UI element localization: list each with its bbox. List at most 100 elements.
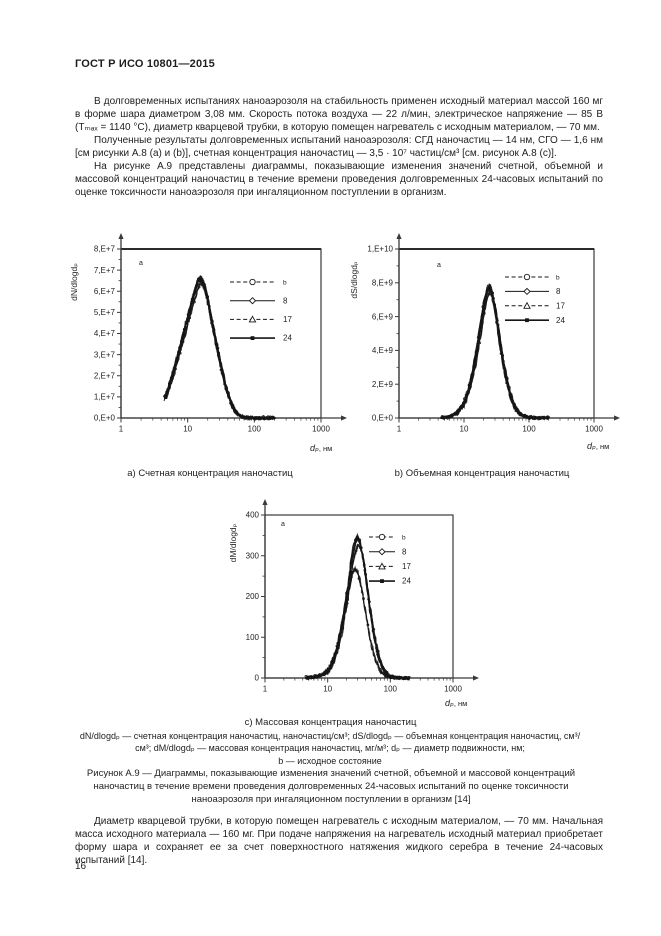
y-tick-label: 4,E+7 bbox=[94, 329, 116, 338]
y-axis-label: dN/dlogdₚ bbox=[69, 263, 79, 301]
y-tick-label: 8,E+9 bbox=[372, 279, 394, 288]
series-band-24 bbox=[305, 536, 410, 680]
series-point-b bbox=[366, 623, 370, 627]
series-point-24 bbox=[515, 408, 519, 412]
inplot-letter: a bbox=[437, 262, 441, 269]
page-number: 16 bbox=[75, 861, 87, 872]
y-tick-label: 7,E+7 bbox=[94, 266, 116, 275]
series-point-24 bbox=[231, 403, 235, 407]
legend-label: 24 bbox=[556, 316, 565, 325]
series-point-24 bbox=[236, 412, 239, 415]
series-point-24 bbox=[212, 328, 216, 332]
y-tick-label: 0,E+0 bbox=[94, 414, 116, 423]
series-point-24 bbox=[442, 417, 446, 420]
series-point-24 bbox=[529, 414, 533, 418]
x-tick-label: 1000 bbox=[444, 685, 462, 694]
legend-label: b bbox=[402, 535, 406, 542]
legend-label: 17 bbox=[402, 562, 411, 571]
legend-marker-diamond-icon bbox=[523, 287, 531, 296]
caption-chart-b: b) Объемная концентрация наночастиц bbox=[394, 468, 570, 479]
caption-chart-a: a) Счетная концентрация наночастиц bbox=[127, 468, 293, 479]
chart-mass-concentration: 0 100 200 300 400 1 10 100 1000 a dM/dlogdₚ dₚ, нм b… bbox=[185, 497, 487, 715]
legend-label: 8 bbox=[402, 547, 407, 556]
series-point-24 bbox=[320, 673, 323, 677]
series-band-b bbox=[305, 567, 410, 681]
paragraph-1: В долговременных испытаниях наноаэрозоля… bbox=[75, 96, 603, 133]
series-point-24 bbox=[390, 674, 394, 678]
series-point-24 bbox=[492, 302, 496, 306]
series-point-24 bbox=[174, 361, 178, 365]
x-tick-label: 1000 bbox=[312, 425, 330, 434]
chart-volume-concentration: 0,E+0 2,E+9 4,E+9 6,E+9 8,E+9 1,E+10 1 10 100 100… bbox=[345, 230, 627, 462]
y-tick-label: 400 bbox=[246, 511, 260, 520]
series-point-24 bbox=[333, 653, 337, 657]
series-point-24 bbox=[217, 351, 221, 355]
y-tick-label: 2,E+9 bbox=[372, 380, 394, 389]
series-point-24 bbox=[451, 413, 455, 417]
series-point-24 bbox=[399, 675, 403, 679]
series-point-24 bbox=[324, 670, 328, 674]
y-tick-label: 2,E+7 bbox=[94, 371, 116, 380]
series-point-24 bbox=[395, 677, 399, 680]
series-point-24 bbox=[479, 329, 482, 332]
chart-count-concentration: 0,E+0 1,E+7 2,E+7 3,E+7 4,E+7 5,E+7 6,E+7 7,E+7… bbox=[68, 230, 350, 462]
legend-label: 8 bbox=[283, 296, 288, 305]
series-point-24 bbox=[502, 360, 505, 363]
y-tick-label: 300 bbox=[246, 551, 260, 560]
series-point-24 bbox=[255, 416, 258, 419]
x-tick-label: 10 bbox=[183, 425, 192, 434]
paragraph-3: На рисунке А.9 представлены диаграммы, п… bbox=[75, 161, 603, 198]
series-point-24 bbox=[446, 415, 450, 418]
y-tick-label: 200 bbox=[246, 592, 260, 601]
series-point-24 bbox=[226, 391, 230, 395]
series-point-24 bbox=[351, 555, 354, 558]
series-band-b bbox=[304, 565, 410, 681]
x-tick-label: 100 bbox=[248, 425, 262, 434]
series-point-24 bbox=[315, 676, 319, 679]
series-point-24 bbox=[355, 537, 359, 541]
y-axis-arrow-icon bbox=[118, 233, 124, 239]
legend-marker-diamond-icon bbox=[378, 548, 386, 556]
series-point-24 bbox=[511, 399, 514, 403]
series-point-24 bbox=[170, 376, 173, 380]
series-point-24 bbox=[259, 417, 263, 420]
series-point-24 bbox=[184, 326, 188, 329]
series-point-24 bbox=[386, 673, 390, 677]
series-point-24 bbox=[465, 394, 469, 398]
series-point-b bbox=[362, 597, 365, 600]
series-point-24 bbox=[165, 392, 169, 395]
series-point-17 bbox=[354, 549, 358, 553]
series-band-17 bbox=[305, 543, 410, 681]
y-tick-label: 6,E+7 bbox=[94, 287, 116, 296]
x-tick-label: 1 bbox=[119, 425, 124, 434]
series-band-8 bbox=[305, 534, 410, 681]
chart-b-canvas: 0,E+0 2,E+9 4,E+9 6,E+9 8,E+9 1,E+10 1 10 100 100… bbox=[349, 233, 620, 451]
legend-label: b bbox=[556, 275, 560, 282]
series-band-17 bbox=[306, 543, 410, 681]
document-title: ГОСТ Р ИСО 10801—2015 bbox=[75, 58, 215, 70]
figure-note-definitions: dN/dlogdₚ — счетная концентрация наночас… bbox=[79, 731, 581, 754]
series-point-24 bbox=[488, 288, 492, 292]
series-band-8 bbox=[305, 535, 411, 682]
x-tick-label: 100 bbox=[522, 425, 536, 434]
series-point-24 bbox=[456, 411, 459, 414]
figure-caption: Рисунок А.9 — Диаграммы, показывающие из… bbox=[86, 768, 576, 805]
series-point-24 bbox=[368, 609, 372, 612]
chart-a-canvas: 0,E+0 1,E+7 2,E+7 3,E+7 4,E+7 5,E+7 6,E+7 7,E+7… bbox=[69, 233, 347, 453]
series-band-24 bbox=[164, 279, 275, 421]
y-tick-label: 6,E+9 bbox=[372, 312, 394, 321]
series-point-24 bbox=[382, 667, 385, 670]
y-tick-label: 0 bbox=[255, 674, 260, 683]
series-band-24 bbox=[305, 536, 410, 680]
x-tick-label: 1 bbox=[263, 685, 268, 694]
legend-marker-square-icon bbox=[525, 318, 529, 323]
series-point-24 bbox=[245, 415, 249, 418]
x-tick-label: 100 bbox=[384, 685, 398, 694]
series-point-17 bbox=[197, 285, 201, 289]
y-tick-label: 8,E+7 bbox=[94, 245, 116, 254]
x-tick-label: 10 bbox=[460, 425, 469, 434]
series-point-24 bbox=[364, 573, 368, 576]
y-tick-label: 1,E+7 bbox=[94, 393, 116, 402]
y-axis-label: dS/dlogdₚ bbox=[349, 261, 359, 299]
series-point-b bbox=[375, 660, 379, 664]
